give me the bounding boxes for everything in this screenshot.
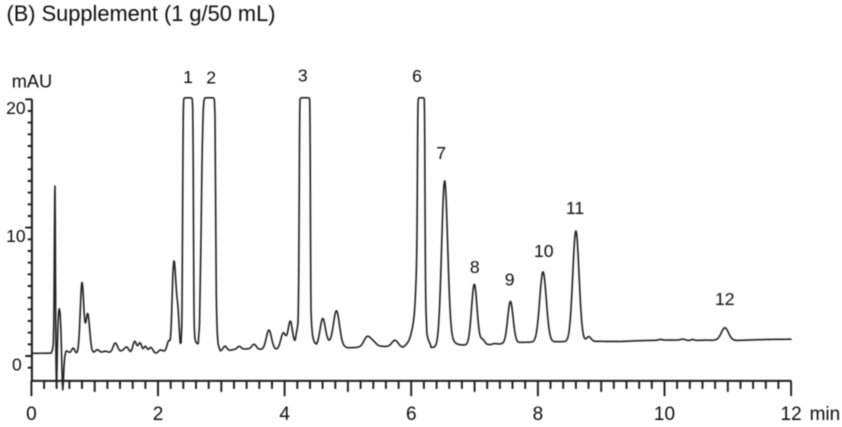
svg-text:0: 0 bbox=[12, 355, 22, 375]
svg-text:min: min bbox=[810, 404, 841, 422]
svg-text:8: 8 bbox=[533, 404, 544, 422]
svg-text:7: 7 bbox=[436, 143, 446, 163]
svg-text:1: 1 bbox=[183, 67, 193, 87]
svg-text:20: 20 bbox=[6, 98, 26, 118]
svg-text:8: 8 bbox=[470, 257, 480, 277]
svg-text:10: 10 bbox=[6, 226, 26, 246]
svg-text:6: 6 bbox=[406, 404, 417, 422]
svg-text:12: 12 bbox=[715, 289, 735, 309]
svg-text:0: 0 bbox=[26, 404, 37, 422]
svg-text:2: 2 bbox=[153, 404, 164, 422]
svg-text:6: 6 bbox=[412, 66, 422, 86]
svg-text:12: 12 bbox=[781, 404, 802, 422]
svg-text:mAU: mAU bbox=[12, 72, 52, 92]
svg-text:2: 2 bbox=[206, 67, 216, 87]
svg-text:4: 4 bbox=[279, 404, 290, 422]
svg-text:9: 9 bbox=[505, 270, 515, 290]
svg-text:(B) Supplement (1 g/50 mL): (B) Supplement (1 g/50 mL) bbox=[7, 1, 276, 26]
svg-text:11: 11 bbox=[566, 198, 584, 218]
svg-text:3: 3 bbox=[298, 66, 308, 86]
svg-text:10: 10 bbox=[654, 404, 675, 422]
svg-text:10: 10 bbox=[534, 241, 554, 261]
